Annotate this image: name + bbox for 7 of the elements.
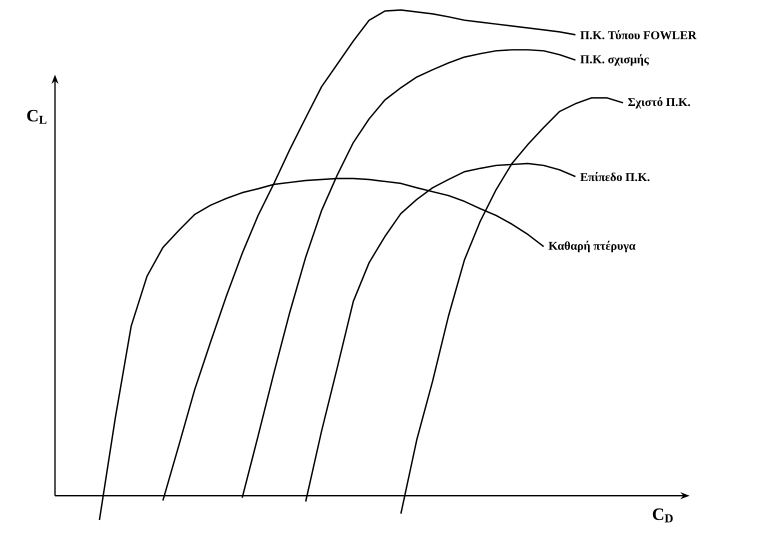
y-axis-title: C$_{L}$ (27, 110, 46, 124)
series-label: Καθαρή πτέρυγα (548, 240, 636, 252)
series-label: Π.Κ. σχισμής (580, 54, 649, 66)
x-axis-title: C$_{D}$ (652, 508, 673, 522)
series-label: Σχιστό Π.Κ. (628, 97, 690, 108)
series-label: Π.Κ. Τύπου FOWLER (580, 30, 697, 40)
series-label: Επίπεδο Π.Κ. (580, 172, 650, 182)
